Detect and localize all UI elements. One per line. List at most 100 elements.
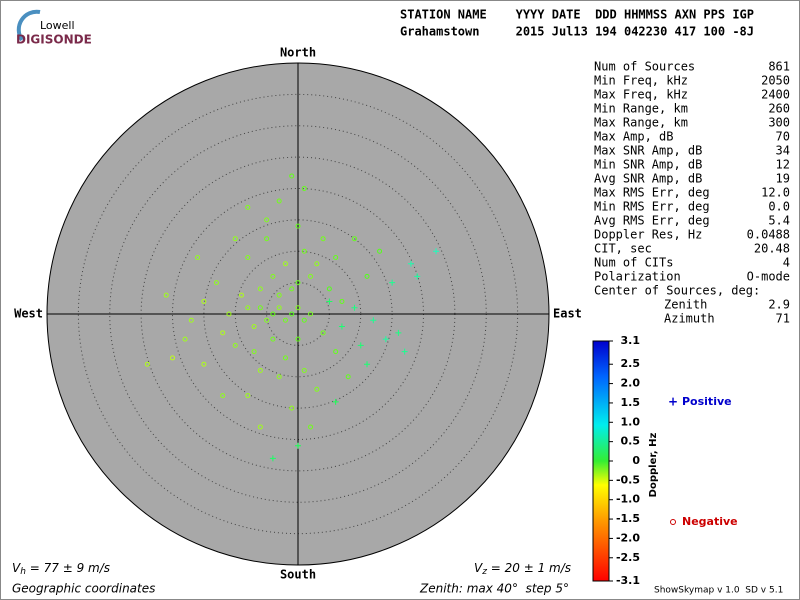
stat-value: 20.48 xyxy=(754,242,790,256)
stat-value: 861 xyxy=(768,60,790,74)
source-positive xyxy=(370,317,377,324)
source-negative xyxy=(170,355,175,361)
source-negative xyxy=(270,311,276,317)
source-negative xyxy=(295,223,301,229)
source-negative xyxy=(245,393,251,399)
source-negative xyxy=(308,424,314,430)
vh: Vh = 77 ± 9 m/s xyxy=(12,561,110,577)
source-negative xyxy=(320,330,326,336)
stat-label: Max SNR Amp, dB xyxy=(594,144,702,158)
source-positive xyxy=(382,336,389,343)
colorbar-label: Doppler, Hz xyxy=(648,433,659,498)
source-negative xyxy=(232,236,238,242)
source-negative xyxy=(245,255,251,261)
stat-label: Num of Sources xyxy=(594,60,695,74)
source-negative xyxy=(239,292,245,298)
source-negative xyxy=(295,280,301,286)
colorbar: 3.1 2.5 2.0 1.5 1.0 0.5 0 -0.5 -1.0 -1.5 -2.0 -2.5 -… xyxy=(592,334,659,587)
version: ShowSkymap v 1.0 SD v 5.1 xyxy=(654,586,783,596)
source-negative xyxy=(314,386,320,392)
logo-arc xyxy=(16,9,41,42)
source-negative xyxy=(301,367,307,373)
source-negative xyxy=(251,349,257,355)
source-negative xyxy=(188,317,194,323)
source-negative xyxy=(333,255,339,261)
source-negative xyxy=(264,317,270,323)
source-negative xyxy=(289,311,295,317)
source-negative xyxy=(220,393,226,399)
stat-label: Min Range, km xyxy=(594,102,688,116)
source-positive xyxy=(338,323,345,330)
stat-value: 70 xyxy=(776,130,790,144)
center-title: Center of Sources, deg: xyxy=(594,284,760,298)
direction-label: West xyxy=(14,307,43,321)
source-positive xyxy=(332,398,339,405)
source-negative xyxy=(257,424,263,430)
source-negative xyxy=(257,286,263,292)
colorbar-tick-label: 0 xyxy=(632,454,640,467)
source-negative xyxy=(377,248,383,254)
source-negative xyxy=(276,374,282,380)
direction-label: North xyxy=(280,46,316,60)
source-positive xyxy=(295,442,301,449)
source-negative xyxy=(301,248,307,254)
source-negative xyxy=(301,317,307,323)
stat-label: Polarization xyxy=(594,270,681,284)
stat-value: 19 xyxy=(776,172,790,186)
source-negative xyxy=(264,217,270,223)
center-value: 71 xyxy=(776,312,790,326)
source-negative xyxy=(282,355,288,361)
source-positive xyxy=(401,348,408,355)
stats-table: Num of Sources 861 Min Freq, kHz 2050 Max Fr… xyxy=(594,60,790,284)
source-negative xyxy=(163,292,169,298)
logo-top: Lowell xyxy=(40,19,75,32)
source-negative xyxy=(264,236,270,242)
colorbar-tick-label: -1.5 xyxy=(616,512,640,525)
source-negative xyxy=(251,324,257,330)
stat-label: Doppler Res, Hz xyxy=(594,228,702,242)
stat-value: 0.0 xyxy=(768,200,790,214)
source-positive xyxy=(357,342,364,349)
skymap-plot: North South East West xyxy=(14,46,582,582)
source-negative xyxy=(339,298,345,304)
colorbar-tick-label: 2.0 xyxy=(621,377,641,390)
source-negative xyxy=(270,273,276,279)
stat-value: 2050 xyxy=(761,74,790,88)
stat-label: Max Range, km xyxy=(594,116,688,130)
stat-label: Max RMS Err, deg xyxy=(594,186,710,200)
direction-label: East xyxy=(553,307,582,321)
header-line: Grahamstown 2015 Jul13 194 042230 417 10… xyxy=(400,25,754,39)
stat-value: 4 xyxy=(783,256,790,270)
stat-label: CIT, sec xyxy=(594,242,652,256)
legend-negative-symbol xyxy=(670,519,676,525)
coords: Geographic coordinates xyxy=(12,582,155,596)
colorbar-tick-label: 1.5 xyxy=(621,396,641,409)
source-negative xyxy=(270,336,276,342)
source-negative xyxy=(301,186,307,191)
source-negative xyxy=(289,173,295,179)
direction-label: South xyxy=(280,568,316,582)
legend-negative: Negative xyxy=(682,515,738,528)
source-negative xyxy=(201,298,207,304)
source-negative xyxy=(226,311,232,317)
stat-value: 5.4 xyxy=(768,214,790,228)
colorbar-tick-label: 3.1 xyxy=(621,334,641,347)
source-positive xyxy=(326,298,333,305)
source-negative xyxy=(289,405,295,411)
stat-value: 260 xyxy=(768,102,790,116)
source-positive xyxy=(364,361,371,368)
source-negative xyxy=(276,292,282,298)
stat-label: Max Amp, dB xyxy=(594,130,673,144)
source-negative xyxy=(295,336,301,342)
colorbar-tick-label: -2.0 xyxy=(616,531,640,544)
stat-label: Min SNR Amp, dB xyxy=(594,158,702,172)
source-negative xyxy=(195,255,201,261)
colorbar-tick-label: -2.5 xyxy=(616,551,640,564)
stat-value: 2400 xyxy=(761,88,790,102)
stat-label: Avg SNR Amp, dB xyxy=(594,172,702,186)
source-negative xyxy=(220,330,226,336)
colorbar-tick-label: -3.1 xyxy=(616,574,640,587)
source-negative xyxy=(213,280,219,286)
stat-value: 12.0 xyxy=(761,186,790,200)
